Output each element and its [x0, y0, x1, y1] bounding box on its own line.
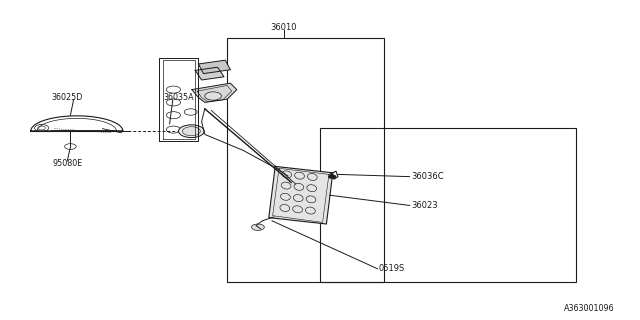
Text: 95080E: 95080E — [52, 159, 83, 168]
Polygon shape — [269, 166, 333, 224]
Polygon shape — [198, 60, 230, 74]
Bar — [227, 38, 384, 282]
Circle shape — [205, 92, 221, 100]
Polygon shape — [195, 67, 224, 80]
Circle shape — [252, 224, 264, 230]
Text: 36035A: 36035A — [163, 93, 194, 102]
Text: 0519S: 0519S — [379, 264, 405, 273]
Polygon shape — [192, 83, 237, 102]
Text: 36036C: 36036C — [411, 172, 444, 181]
Circle shape — [182, 127, 200, 136]
Text: A363001096: A363001096 — [564, 304, 614, 313]
Circle shape — [179, 125, 204, 138]
Circle shape — [328, 175, 336, 179]
Text: 36010: 36010 — [270, 23, 297, 32]
Text: 36025D: 36025D — [51, 93, 83, 102]
Text: 36023: 36023 — [411, 201, 438, 210]
Bar — [320, 128, 576, 282]
